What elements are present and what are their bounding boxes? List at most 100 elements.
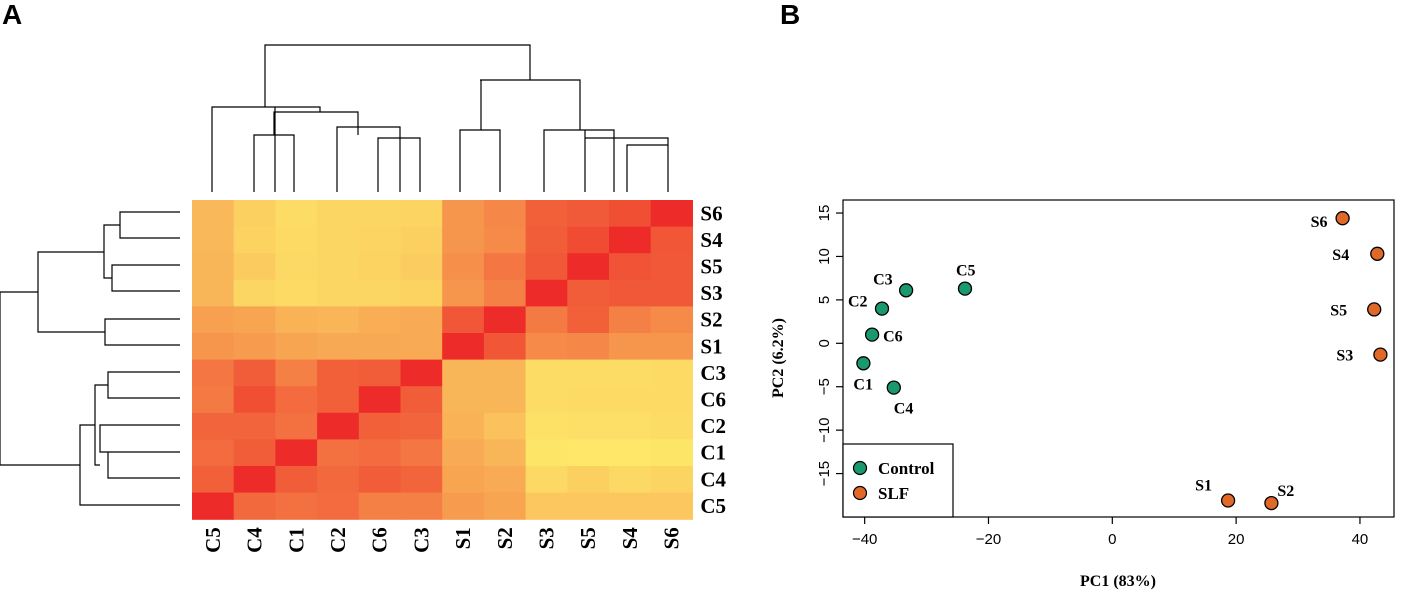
heatmap-column-label: C2 xyxy=(326,527,350,553)
heatmap-column-label: C3 xyxy=(409,527,433,553)
x-axis-label: PC1 (83%) xyxy=(1080,573,1156,590)
heatmap-column-label: S3 xyxy=(535,527,559,549)
pca-points: C1 C2 C3 C4 C5 C6 S1 S2 S3 S4 S5 S6 xyxy=(848,211,1388,511)
heatmap-cell xyxy=(233,386,276,414)
heatmap-cell xyxy=(525,439,568,467)
heatmap-cell xyxy=(233,226,276,254)
heatmap-cell xyxy=(400,466,443,494)
heatmap-cell xyxy=(358,359,402,387)
heatmap-cell xyxy=(609,333,652,361)
legend-slf-label: SLF xyxy=(878,484,909,503)
heatmap-cell xyxy=(358,306,402,334)
heatmap-cell xyxy=(275,200,318,228)
heatmap-cell xyxy=(192,333,235,361)
legend-control-label: Control xyxy=(878,459,935,478)
pca-point-label: S1 xyxy=(1195,478,1212,495)
heatmap-cell xyxy=(358,492,402,520)
heatmap-cell xyxy=(400,306,443,334)
heatmap-cell xyxy=(192,200,235,228)
heatmap: C5 C4 C1 C2 C6 C3 S1 S2 S3 S5 S4 S6 S6S4S5S3S2S1C3C… xyxy=(0,44,727,553)
pca-plot: −40 −20 0 20 40 15 10 5 0 −5 −10 −15 C1 C2 C3 C4 C5 C6 S1… xyxy=(770,199,1395,590)
heatmap-cell xyxy=(483,226,527,254)
heatmap-cell xyxy=(567,412,610,440)
heatmap-row-label: S3 xyxy=(700,281,722,305)
pca-point-c2 xyxy=(874,301,890,316)
heatmap-row-label: S6 xyxy=(700,201,722,225)
y-tick-label: 0 xyxy=(816,339,833,347)
heatmap-row-label: S4 xyxy=(700,228,723,252)
heatmap-cell xyxy=(525,279,568,307)
heatmap-row-label: S5 xyxy=(700,255,722,279)
heatmap-row-label: C4 xyxy=(700,467,726,491)
heatmap-cell xyxy=(609,412,652,440)
heatmap-cell xyxy=(275,492,318,520)
heatmap-cell xyxy=(650,253,693,281)
heatmap-cell xyxy=(192,279,235,307)
heatmap-cell xyxy=(317,253,360,281)
heatmap-cell xyxy=(442,386,485,414)
x-tick-label: 40 xyxy=(1352,531,1369,548)
heatmap-cell xyxy=(275,412,318,440)
heatmap-cell xyxy=(275,226,318,254)
heatmap-cell xyxy=(400,412,443,440)
legend-box xyxy=(842,443,954,518)
heatmap-cell xyxy=(442,306,485,334)
pca-point-label: C3 xyxy=(873,271,893,288)
pca-point-s2 xyxy=(1264,495,1279,511)
heatmap-cell xyxy=(358,200,402,228)
heatmap-cell xyxy=(317,492,360,520)
heatmap-cell xyxy=(192,439,235,467)
legend: Control SLF xyxy=(842,443,954,518)
heatmap-cell xyxy=(609,306,652,334)
heatmap-cell xyxy=(609,492,652,520)
heatmap-cell xyxy=(442,253,485,281)
y-tick-label: 10 xyxy=(816,248,833,265)
heatmap-cell xyxy=(400,333,443,361)
heatmap-row-label: S1 xyxy=(700,334,722,358)
heatmap-cell xyxy=(317,412,360,440)
x-tick-label: −20 xyxy=(976,531,1001,548)
heatmap-cell xyxy=(650,386,693,414)
heatmap-column-label: C6 xyxy=(368,527,392,553)
pca-point-c3 xyxy=(898,283,914,298)
heatmap-cell xyxy=(192,492,235,520)
heatmap-cell xyxy=(650,306,693,334)
heatmap-cell xyxy=(275,306,318,334)
heatmap-cell xyxy=(567,466,610,494)
heatmap-row-label: C6 xyxy=(700,388,726,412)
x-tick-label: 0 xyxy=(1108,531,1116,548)
column-dendrogram xyxy=(211,44,669,192)
x-tick-label: 20 xyxy=(1228,531,1245,548)
pca-point-label: S4 xyxy=(1332,247,1349,264)
heatmap-cell xyxy=(192,253,235,281)
heatmap-cell xyxy=(483,359,527,387)
heatmap-cell xyxy=(192,412,235,440)
heatmap-cell xyxy=(483,333,527,361)
heatmap-cell xyxy=(525,386,568,414)
y-tick-label: −15 xyxy=(816,461,833,486)
heatmap-cell xyxy=(525,226,568,254)
heatmap-column-label: S5 xyxy=(576,527,600,549)
heatmap-cell xyxy=(442,359,485,387)
heatmap-cell xyxy=(400,439,443,467)
plot-frame xyxy=(842,199,1395,518)
heatmap-cell xyxy=(192,306,235,334)
pca-point-label: S3 xyxy=(1336,348,1353,365)
heatmap-cell xyxy=(233,279,276,307)
heatmap-cell xyxy=(483,386,527,414)
heatmap-cell xyxy=(400,386,443,414)
heatmap-cell xyxy=(483,466,527,494)
heatmap-cell xyxy=(358,333,402,361)
pca-point-label: C6 xyxy=(883,329,903,346)
heatmap-cell xyxy=(317,279,360,307)
heatmap-cell xyxy=(400,200,443,228)
y-axis-label: PC2 (6.2%) xyxy=(770,318,787,398)
pca-point-label: C2 xyxy=(848,294,868,311)
heatmap-cell xyxy=(650,359,693,387)
heatmap-cell xyxy=(483,412,527,440)
heatmap-cell xyxy=(609,386,652,414)
heatmap-cell xyxy=(400,253,443,281)
heatmap-cell xyxy=(358,253,402,281)
heatmap-cell xyxy=(358,439,402,467)
